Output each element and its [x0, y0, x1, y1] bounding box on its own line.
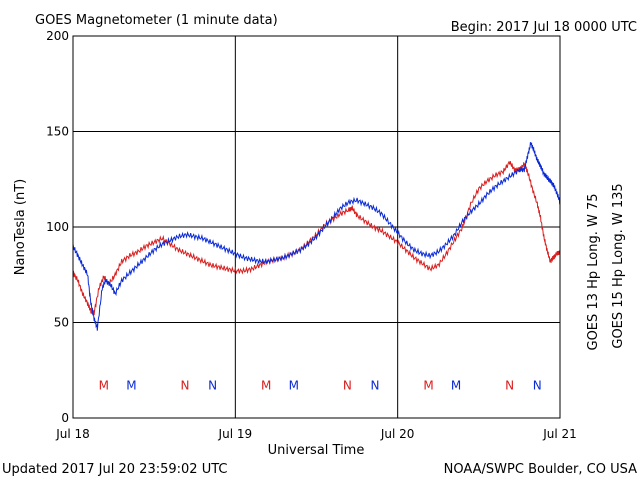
series-layer	[72, 142, 561, 331]
legend-goes15: GOES 15 Hp Long. W 135	[611, 183, 626, 348]
marker-m-9: M	[451, 379, 461, 393]
y-tick-label-0: 0	[61, 411, 69, 425]
begin-label: Begin: 2017 Jul 18 0000 UTC	[451, 20, 637, 35]
x-tick-label-1: Jul 19	[218, 427, 253, 441]
y-tick-labels: 0 50 100 150 200	[46, 29, 69, 425]
x-tick-label-3: Jul 21	[542, 427, 577, 441]
marker-n-3: N	[208, 379, 217, 393]
y-tick-label-1: 50	[54, 316, 69, 330]
x-tick-label-2: Jul 20	[380, 427, 415, 441]
x-tick-labels: Jul 18 Jul 19 Jul 20 Jul 21	[55, 427, 577, 441]
chart-title: GOES Magnetometer (1 minute data)	[35, 13, 278, 28]
marker-n-10: N	[505, 379, 514, 393]
marker-n-2: N	[181, 379, 190, 393]
marker-n-7: N	[370, 379, 379, 393]
series-line-goes15	[72, 142, 561, 331]
marker-m-0: M	[99, 379, 109, 393]
credit-label: NOAA/SWPC Boulder, CO USA	[444, 462, 637, 477]
marker-m-4: M	[261, 379, 271, 393]
marker-m-8: M	[423, 379, 433, 393]
plot-frame	[72, 35, 561, 419]
y-tick-label-4: 200	[46, 29, 69, 43]
marker-m-5: M	[289, 379, 299, 393]
y-axis-label: NanoTesla (nT)	[13, 179, 28, 275]
marker-m-1: M	[126, 379, 136, 393]
y-tick-label-2: 100	[46, 220, 69, 234]
x-axis-label: Universal Time	[268, 443, 365, 458]
grid	[73, 36, 560, 418]
y-tick-label-3: 150	[46, 125, 69, 139]
marker-n-6: N	[343, 379, 352, 393]
x-tick-label-0: Jul 18	[55, 427, 90, 441]
marker-n-11: N	[533, 379, 542, 393]
legend-goes13: GOES 13 Hp Long. W 75	[586, 194, 601, 351]
updated-label: Updated 2017 Jul 20 23:59:02 UTC	[2, 462, 227, 477]
